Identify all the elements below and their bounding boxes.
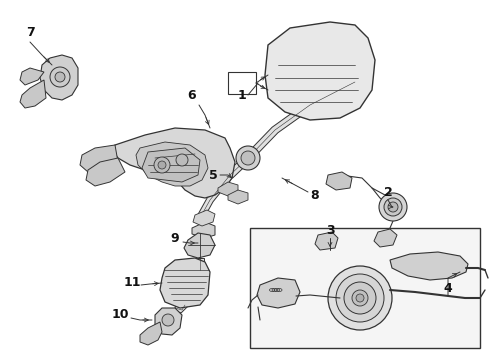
Polygon shape: [140, 322, 162, 345]
Text: 3: 3: [326, 224, 334, 237]
Polygon shape: [218, 182, 238, 196]
Polygon shape: [174, 303, 188, 313]
Polygon shape: [86, 158, 125, 186]
Circle shape: [344, 282, 376, 314]
Text: 7: 7: [25, 26, 34, 39]
Circle shape: [352, 290, 368, 306]
Text: 4: 4: [443, 282, 452, 294]
Text: 5: 5: [209, 168, 218, 181]
Polygon shape: [136, 142, 208, 186]
Polygon shape: [80, 145, 118, 172]
FancyBboxPatch shape: [250, 228, 480, 348]
Polygon shape: [257, 278, 300, 308]
Polygon shape: [390, 252, 468, 280]
Circle shape: [379, 193, 407, 221]
Circle shape: [154, 157, 170, 173]
Polygon shape: [228, 190, 248, 204]
Text: 8: 8: [311, 189, 319, 202]
Polygon shape: [197, 173, 233, 220]
Circle shape: [236, 146, 260, 170]
Polygon shape: [20, 68, 44, 85]
Polygon shape: [184, 233, 215, 258]
Circle shape: [328, 266, 392, 330]
Polygon shape: [315, 232, 338, 250]
Text: 6: 6: [188, 89, 196, 102]
Polygon shape: [326, 172, 352, 190]
Polygon shape: [112, 128, 235, 198]
Polygon shape: [227, 78, 357, 178]
Text: 11: 11: [123, 276, 141, 289]
Circle shape: [158, 161, 166, 169]
Polygon shape: [196, 258, 203, 270]
Polygon shape: [20, 80, 46, 108]
Circle shape: [50, 67, 70, 87]
Circle shape: [176, 154, 188, 166]
Text: 1: 1: [238, 89, 246, 102]
Polygon shape: [142, 148, 200, 182]
Polygon shape: [40, 55, 78, 100]
Circle shape: [241, 151, 255, 165]
Polygon shape: [193, 210, 215, 226]
Polygon shape: [192, 222, 215, 238]
Circle shape: [384, 198, 402, 216]
Circle shape: [162, 314, 174, 326]
Text: 10: 10: [111, 309, 129, 321]
FancyBboxPatch shape: [228, 72, 256, 94]
Circle shape: [336, 274, 384, 322]
Polygon shape: [265, 22, 375, 120]
Polygon shape: [155, 308, 182, 335]
Circle shape: [388, 202, 398, 212]
Circle shape: [356, 294, 364, 302]
Text: 9: 9: [171, 231, 179, 244]
Circle shape: [55, 72, 65, 82]
Polygon shape: [374, 229, 397, 247]
Polygon shape: [160, 258, 210, 308]
Text: 2: 2: [384, 185, 392, 198]
